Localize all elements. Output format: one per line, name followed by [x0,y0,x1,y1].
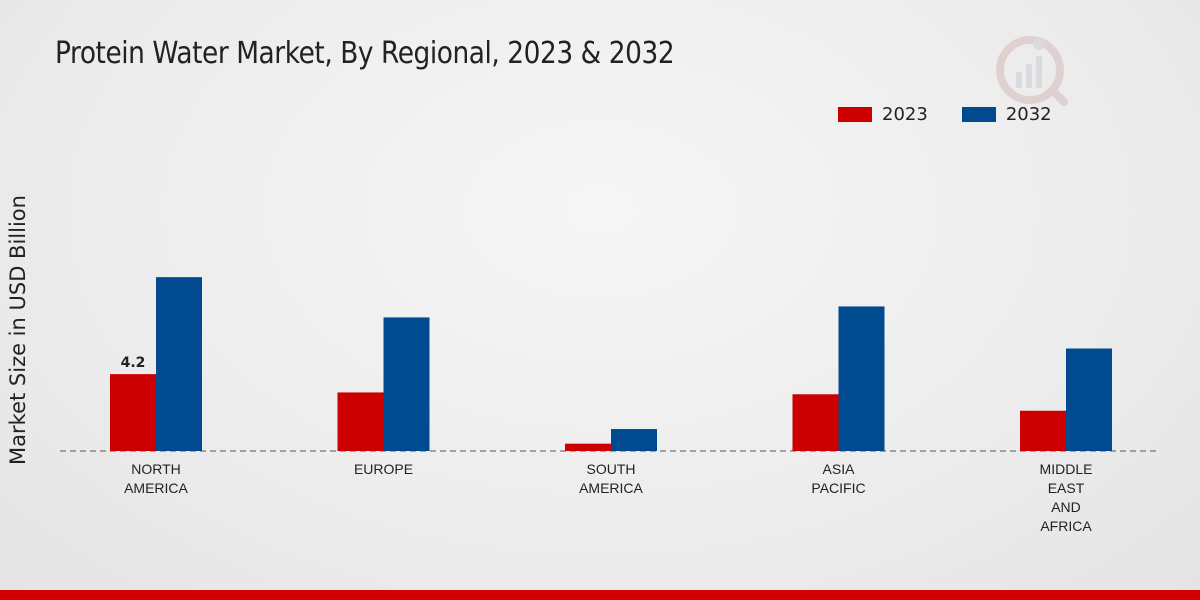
bar-2032-1 [383,317,430,451]
bar-2032-4 [1066,348,1112,451]
bar-2032-0 [156,277,202,451]
bar-2023-3 [792,394,839,451]
legend-swatch-2032 [961,107,996,122]
bar-2032-3 [838,306,885,451]
bar-2023-4 [1020,410,1066,451]
bottom-accent-bar [0,590,1200,600]
bar-2023-1 [337,392,384,451]
legend-item-2032: 2032 [961,104,1052,125]
x-tick-label-3: ASIA PACIFIC [811,461,865,496]
x-tick-label-2: SOUTH AMERICA [579,461,643,496]
x-tick-label-1: EUROPE [354,461,413,477]
legend: 2023 2032 [838,104,1086,125]
market-research-logo-icon [996,36,1068,106]
legend-label-2023: 2023 [882,104,928,125]
bar-2023-0 [110,374,156,451]
chart-title: Protein Water Market, By Regional, 2023 … [55,36,675,71]
x-tick-label-4: MIDDLE EAST AND AFRICA [1040,461,1093,534]
data-label-0: 4.2 [121,355,146,371]
legend-label-2032: 2032 [1005,104,1052,125]
legend-swatch-2023 [838,107,872,122]
legend-item-2023: 2023 [838,104,928,125]
bar-2023-2 [565,443,611,451]
bar-2032-2 [611,429,657,451]
x-tick-label-0: NORTH AMERICA [124,461,188,496]
